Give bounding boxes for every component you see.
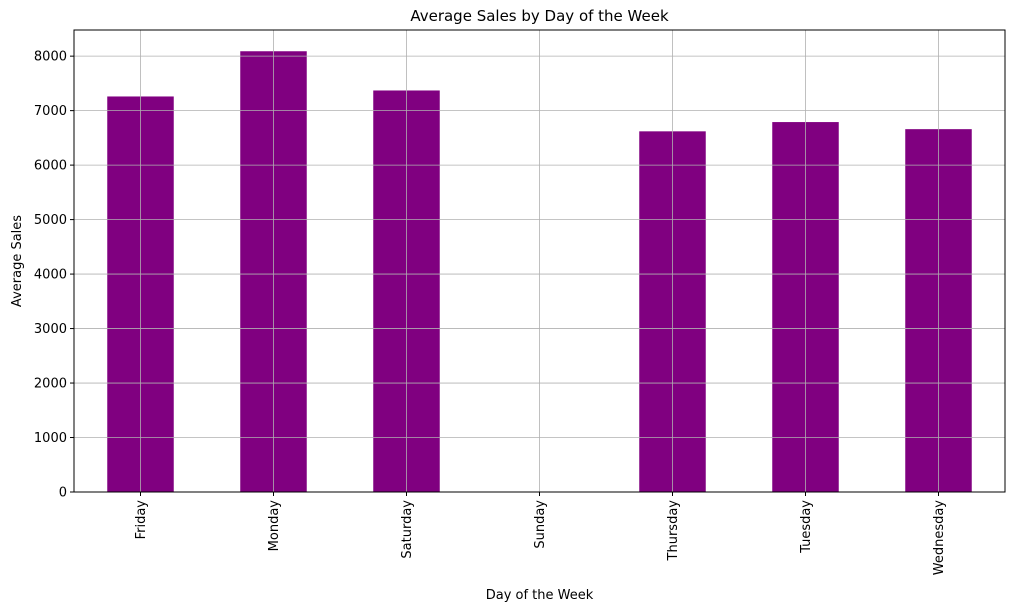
y-tick-label: 8000 bbox=[34, 50, 67, 65]
y-tick-label: 5000 bbox=[34, 213, 67, 228]
x-axis-ticks: Friday Monday Saturday Sunday Thursday Tuesda… bbox=[134, 492, 947, 575]
y-tick-label: 4000 bbox=[34, 268, 67, 283]
y-tick-label: 6000 bbox=[34, 159, 67, 174]
x-tick-label: Wednesday bbox=[932, 500, 947, 576]
chart-title: Average Sales by Day of the Week bbox=[410, 7, 669, 25]
y-tick-label: 0 bbox=[59, 486, 67, 501]
y-tick-label: 7000 bbox=[34, 104, 67, 119]
x-tick-label: Thursday bbox=[666, 500, 681, 562]
y-tick-label: 2000 bbox=[34, 377, 67, 392]
x-axis-label: Day of the Week bbox=[486, 588, 594, 603]
y-axis-label: Average Sales bbox=[10, 215, 25, 307]
grid-lines-overlay bbox=[74, 30, 1005, 493]
x-tick-label: Saturday bbox=[400, 500, 415, 559]
x-tick-label: Tuesday bbox=[799, 500, 814, 554]
y-tick-label: 1000 bbox=[34, 431, 67, 446]
x-tick-label: Sunday bbox=[533, 500, 548, 549]
y-axis-ticks: 0 1000 2000 3000 4000 5000 6000 7000 8000 bbox=[34, 50, 74, 501]
y-tick-label: 3000 bbox=[34, 322, 67, 337]
x-tick-label: Friday bbox=[134, 500, 149, 540]
x-tick-label: Monday bbox=[267, 500, 282, 552]
